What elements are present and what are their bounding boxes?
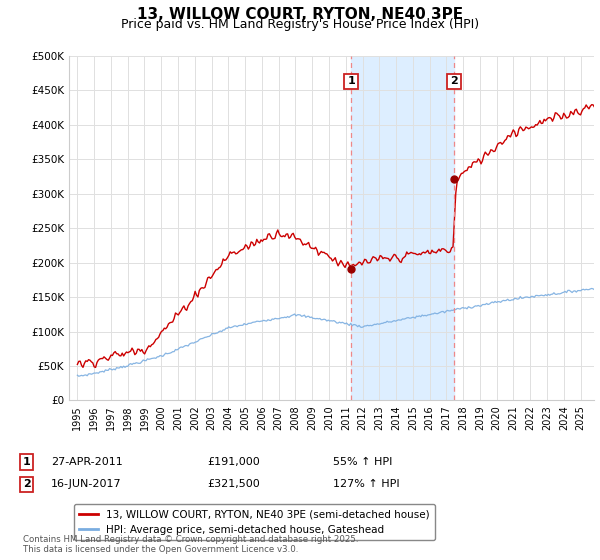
Text: 55% ↑ HPI: 55% ↑ HPI	[333, 457, 392, 467]
Text: Price paid vs. HM Land Registry's House Price Index (HPI): Price paid vs. HM Land Registry's House …	[121, 18, 479, 31]
Text: 27-APR-2011: 27-APR-2011	[51, 457, 123, 467]
Text: 1: 1	[23, 457, 31, 467]
Text: 2: 2	[23, 479, 31, 489]
Text: £191,000: £191,000	[207, 457, 260, 467]
Legend: 13, WILLOW COURT, RYTON, NE40 3PE (semi-detached house), HPI: Average price, sem: 13, WILLOW COURT, RYTON, NE40 3PE (semi-…	[74, 504, 436, 540]
Text: 1: 1	[347, 77, 355, 86]
Text: 16-JUN-2017: 16-JUN-2017	[51, 479, 122, 489]
Text: Contains HM Land Registry data © Crown copyright and database right 2025.
This d: Contains HM Land Registry data © Crown c…	[23, 535, 358, 554]
Text: £321,500: £321,500	[207, 479, 260, 489]
Text: 13, WILLOW COURT, RYTON, NE40 3PE: 13, WILLOW COURT, RYTON, NE40 3PE	[137, 7, 463, 22]
Bar	[351, 56, 454, 400]
Text: 2: 2	[450, 77, 458, 86]
Text: 127% ↑ HPI: 127% ↑ HPI	[333, 479, 400, 489]
